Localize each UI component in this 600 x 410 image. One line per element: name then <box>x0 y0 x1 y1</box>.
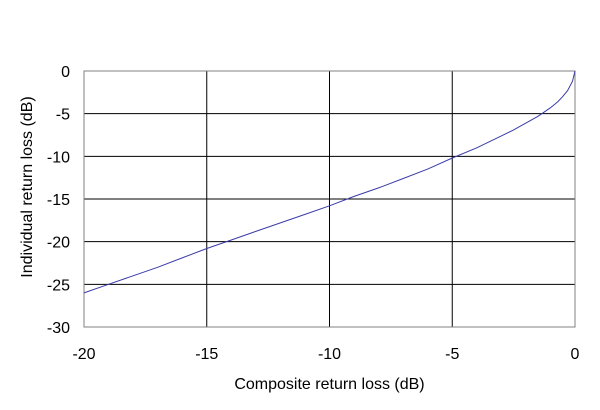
y-tick-label: -20 <box>47 235 70 252</box>
y-axis-ticks: 0 -5 -10 -15 -20 -25 -30 <box>47 64 70 337</box>
plot-area-frame <box>83 70 576 328</box>
x-tick-label: 0 <box>571 346 580 363</box>
y-tick-label: -15 <box>47 192 70 209</box>
grid <box>83 70 576 328</box>
series-line <box>83 70 576 294</box>
series-layer <box>83 70 576 294</box>
y-tick-label: -25 <box>47 277 70 294</box>
x-tick-label: -5 <box>445 346 459 363</box>
y-tick-label: 0 <box>61 64 70 81</box>
y-tick-label: -5 <box>56 107 70 124</box>
x-tick-label: -10 <box>318 346 341 363</box>
y-tick-label: -30 <box>47 320 70 337</box>
y-tick-label: -10 <box>47 149 70 166</box>
x-tick-label: -20 <box>72 346 95 363</box>
y-axis-title: Individual return loss (dB) <box>19 96 36 277</box>
x-axis-ticks: -20 -15 -10 -5 0 <box>72 346 579 363</box>
x-tick-label: -15 <box>195 346 218 363</box>
x-axis-title: Composite return loss (dB) <box>234 376 424 393</box>
